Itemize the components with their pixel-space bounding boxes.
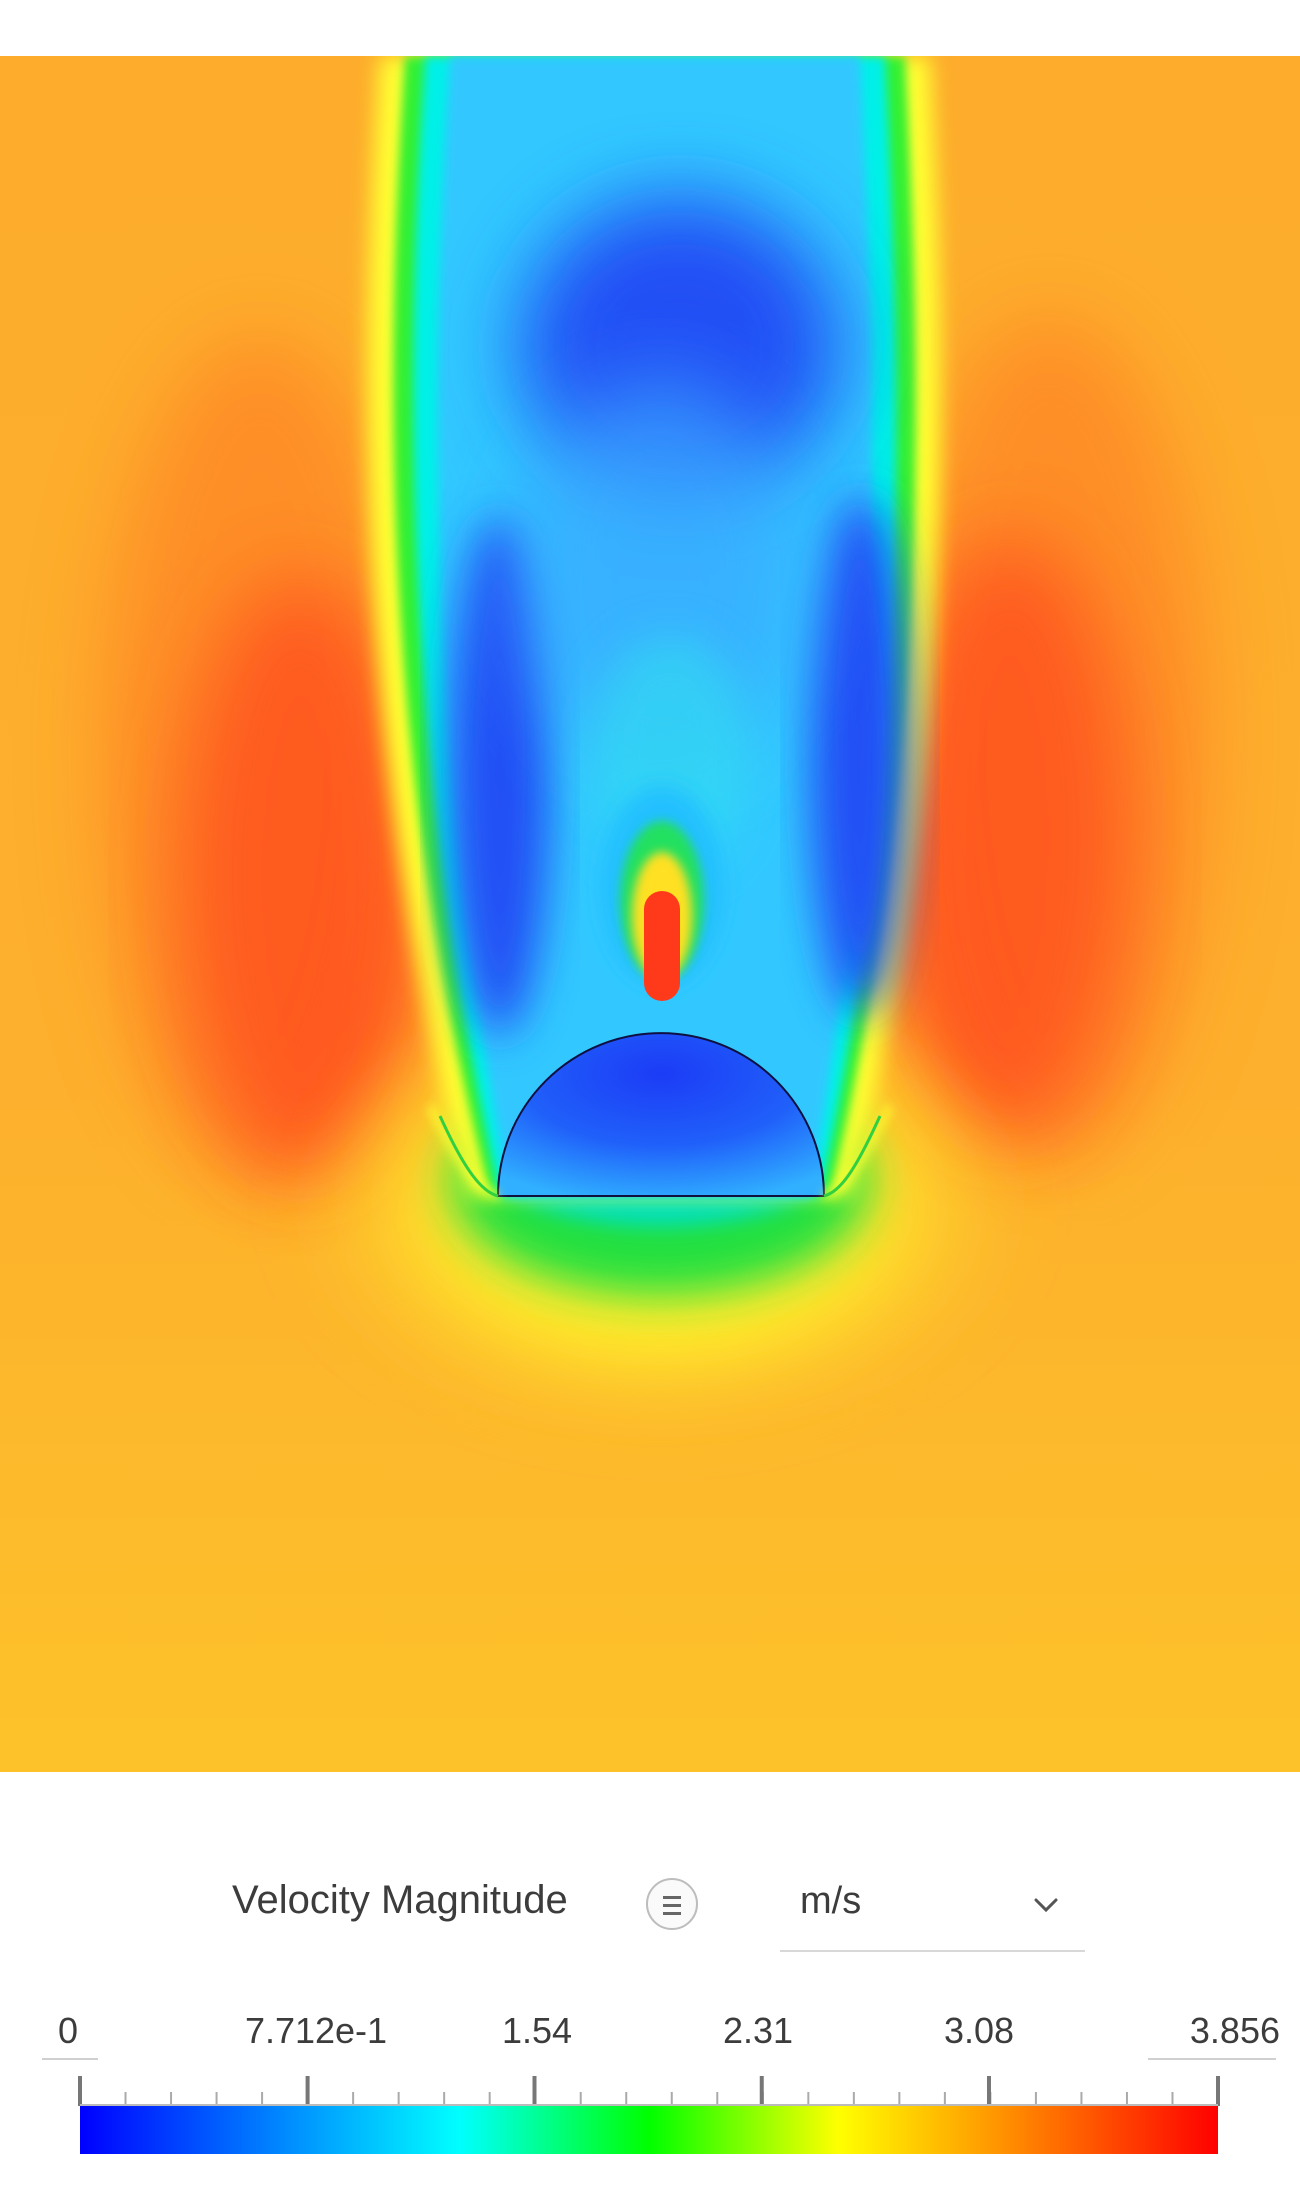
scalar-field-label: Velocity Magnitude <box>232 1878 568 1922</box>
colorbar-tick-labels: 0 7.712e-1 1.54 2.31 3.08 3.856 <box>0 2010 1300 2070</box>
hemisphere-obstacle <box>496 1032 826 1197</box>
menu-lines-icon <box>663 1904 681 1907</box>
colorbar-end-underline <box>1148 2058 1276 2060</box>
scalar-menu-button[interactable] <box>646 1878 698 1930</box>
colorbar-end-underline <box>42 2058 98 2060</box>
colorbar-tick-label: 1.54 <box>501 2010 573 2051</box>
colorbar-tick-label: 0 <box>58 2010 79 2051</box>
velocity-field-render <box>0 56 1300 1772</box>
colorbar-tick-label: 7.712e-1 <box>244 2010 388 2051</box>
colorbar <box>78 2076 1220 2154</box>
colorbar-gradient <box>80 2106 1218 2154</box>
render-viewport[interactable] <box>0 56 1300 1772</box>
colorbar-tick-label: 2.31 <box>722 2010 794 2051</box>
menu-lines-icon <box>663 1896 681 1899</box>
colorbar-tick-label: 3.08 <box>943 2010 1015 2051</box>
chevron-down-icon <box>1034 1898 1058 1913</box>
colorbar-ticks <box>78 2076 1220 2106</box>
unit-dropdown[interactable]: m/s <box>780 1862 1085 1952</box>
menu-lines-icon <box>663 1912 681 1915</box>
unit-value: m/s <box>800 1880 862 1922</box>
colorbar-tick-label: 3.856 <box>1189 2010 1280 2051</box>
